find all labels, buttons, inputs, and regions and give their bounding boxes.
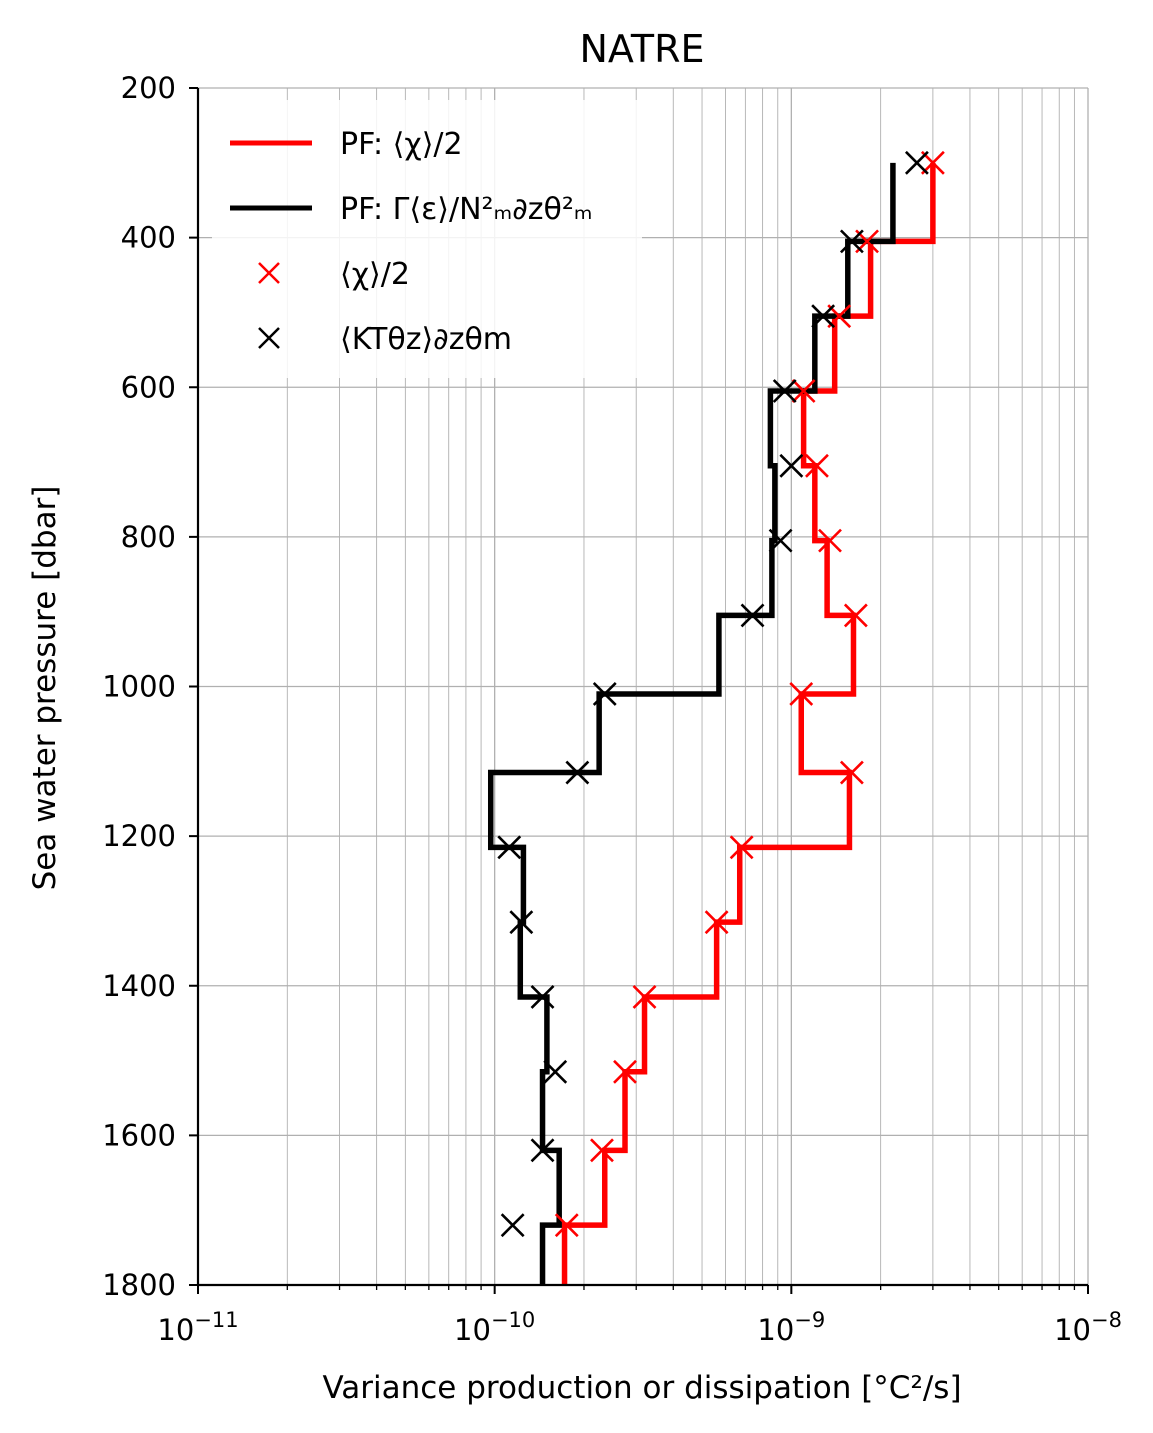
legend-background [212,100,642,378]
x-marker [789,682,814,706]
x-marker [530,1138,555,1163]
x-marker [554,1213,579,1238]
legend-entry-pf-gamma: PF: Γ⟨ε⟩/N²ₘ∂zθ²ₘ [230,192,593,227]
x-marker [729,835,754,860]
x-marker [904,150,929,175]
y-tick-label: 800 [121,520,176,554]
x-marker [772,379,797,403]
x-tick-label: 10−11 [157,1308,238,1347]
x-axis-label: Variance production or dissipation [°C²/… [322,1370,961,1406]
y-tick-label: 1200 [102,819,176,853]
x-tick-label: 10−9 [757,1308,825,1347]
x-marker [497,835,522,860]
x-marker [779,453,804,478]
y-tick-label: 1600 [102,1118,176,1152]
x-marker [500,1213,525,1238]
axes: 200 400 600 800 1000 1200 1400 1600 1800 10−11 10−… [102,71,1122,1347]
x-marker [590,1138,614,1163]
x-tick-label: 10−8 [1054,1308,1122,1347]
x-marker [704,910,729,935]
y-tick-label: 400 [121,221,176,255]
y-tick-label: 1400 [102,969,176,1003]
x-marker [805,453,829,478]
x-marker [768,528,793,553]
legend: PF: ⟨χ⟩/2 PF: Γ⟨ε⟩/N²ₘ∂zθ²ₘ ⟨χ⟩/2 ⟨KTθz⟩… [212,100,642,378]
y-tick-label: 1000 [102,670,176,704]
data-layer [487,150,945,1285]
legend-label-pf-chi: PF: ⟨χ⟩/2 [340,127,463,162]
legend-swatch-red-x [258,262,280,284]
y-axis-label: Sea water pressure [dbar] [27,486,63,891]
chart-title: NATRE [579,27,704,71]
legend-label-chi-markers: ⟨χ⟩/2 [340,257,410,292]
y-tick-label: 600 [121,370,176,404]
x-marker [613,1059,637,1084]
x-marker [791,379,816,403]
x-marker [818,528,842,553]
series-3-markers [497,150,929,1238]
x-marker [811,304,836,329]
y-tick-label: 1800 [102,1268,176,1302]
x-marker [843,603,868,628]
legend-label-pf-gamma: PF: Γ⟨ε⟩/N²ₘ∂zθ²ₘ [340,192,593,227]
series-1-step-line [487,162,896,1285]
series-line [561,162,936,1285]
series-2-markers [554,150,945,1238]
x-marker [839,229,864,254]
legend-swatch-black-x [258,327,280,349]
x-marker [530,985,555,1009]
y-tick-label: 200 [121,71,176,105]
x-marker [839,760,864,785]
series-0-step-line [561,162,936,1285]
legend-entry-chi-markers: ⟨χ⟩/2 [258,257,410,292]
x-tick-label: 10−10 [454,1308,535,1347]
legend-label-kt-markers: ⟨KTθz⟩∂zθm [340,322,512,357]
x-marker [565,760,590,785]
x-marker [632,985,657,1009]
x-marker [509,910,534,935]
legend-entry-kt-markers: ⟨KTθz⟩∂zθm [258,322,512,357]
x-marker [740,603,765,628]
legend-entry-pf-chi: PF: ⟨χ⟩/2 [230,127,463,162]
x-marker [592,682,617,706]
x-marker [543,1059,568,1084]
series-line [487,162,896,1285]
